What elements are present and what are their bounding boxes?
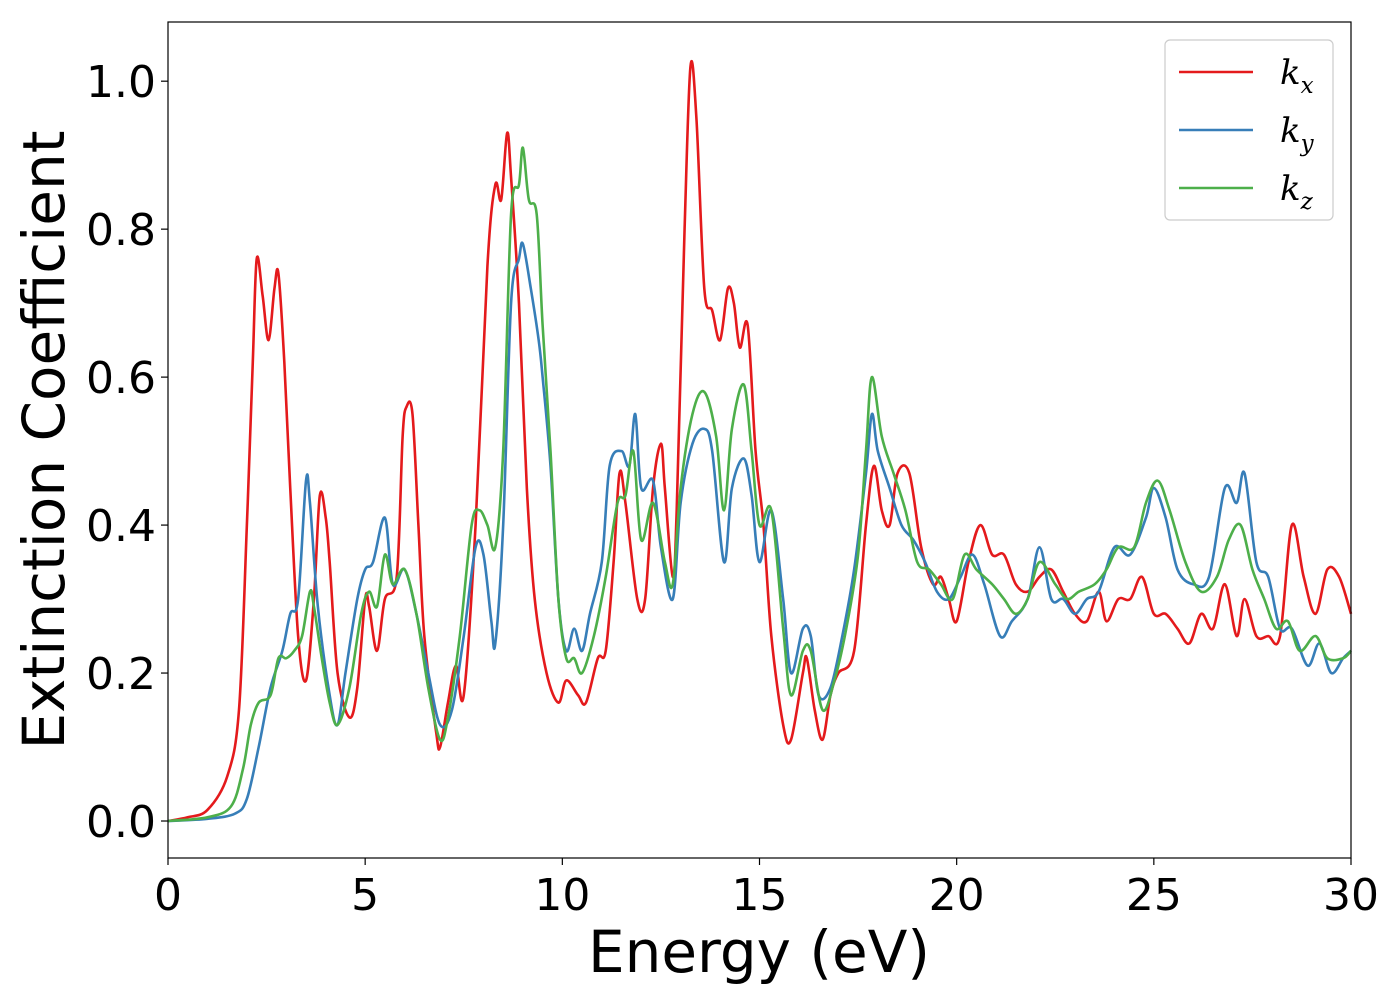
legend: kx ky kz xyxy=(1164,39,1334,221)
x-tick-label: 15 xyxy=(732,870,788,921)
legend-label: kx xyxy=(1280,53,1314,99)
x-tick-label: 0 xyxy=(154,870,182,921)
series-line-kz xyxy=(167,146,1352,823)
y-tick-label: 0.0 xyxy=(86,797,156,848)
x-tick-label: 5 xyxy=(351,870,379,921)
y-axis-label: Extinction Coefficient xyxy=(10,131,78,750)
y-tick-label: 1.0 xyxy=(86,57,156,108)
y-axis-ticks: 0.0 0.2 0.4 0.6 0.8 1.0 xyxy=(86,57,168,848)
x-axis-ticks: 0 5 10 15 20 25 30 xyxy=(154,858,1379,921)
y-tick-label: 0.2 xyxy=(86,649,156,700)
x-tick-label: 20 xyxy=(929,870,985,921)
x-axis-label: Energy (eV) xyxy=(588,918,930,986)
legend-label: kz xyxy=(1280,169,1314,215)
y-tick-label: 0.4 xyxy=(86,501,156,552)
x-tick-label: 10 xyxy=(534,870,590,921)
y-tick-label: 0.6 xyxy=(86,353,156,404)
series-line-ky xyxy=(167,241,1352,823)
x-tick-label: 30 xyxy=(1323,870,1379,921)
legend-label: ky xyxy=(1280,111,1315,157)
x-tick-label: 25 xyxy=(1126,870,1182,921)
y-tick-label: 0.8 xyxy=(86,205,156,256)
plot-lines xyxy=(167,59,1353,823)
